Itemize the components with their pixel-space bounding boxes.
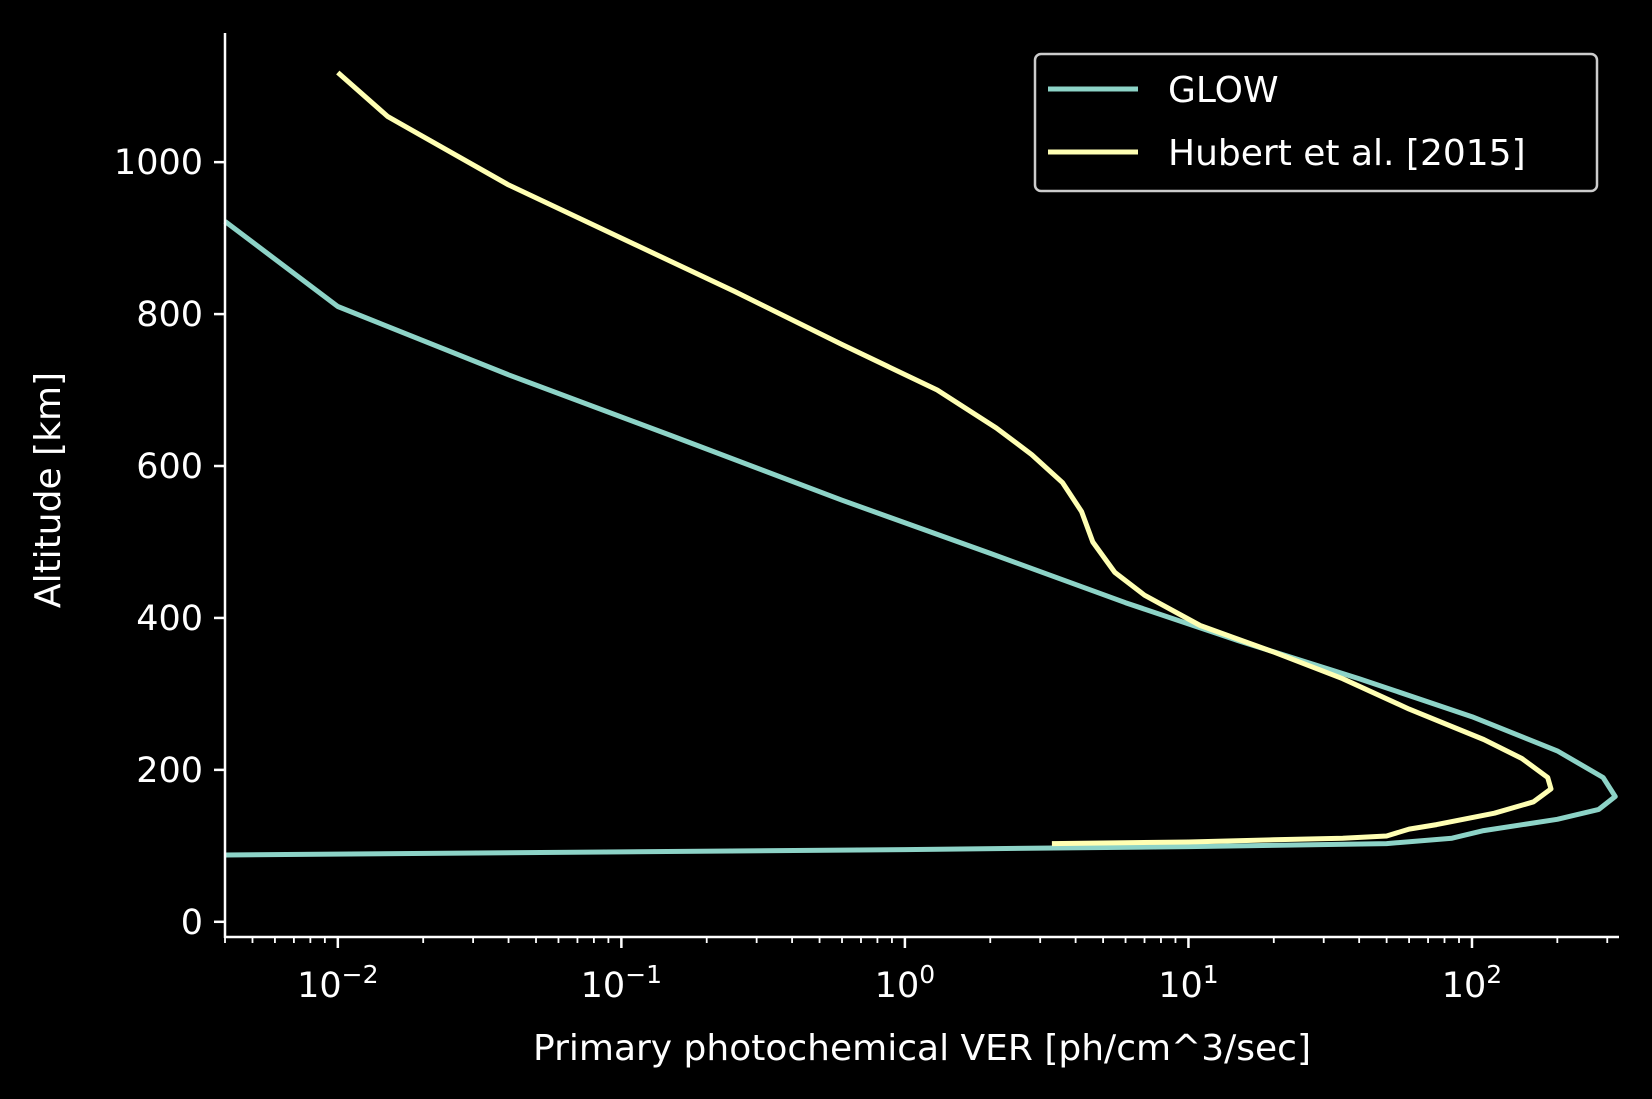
- y-tick-label: 0: [181, 903, 203, 943]
- legend-box: [1033, 52, 1599, 193]
- x-tick-label: 100: [875, 960, 935, 1006]
- legend: GLOW Hubert et al. [2015]: [1033, 52, 1599, 193]
- x-tick-label: 102: [1442, 960, 1502, 1006]
- y-tick-label: 1000: [114, 143, 203, 183]
- y-tick-label: 600: [136, 447, 203, 487]
- y-tick-label: 200: [136, 751, 203, 791]
- legend-label-glow: GLOW: [1168, 70, 1279, 111]
- series-line-1: [336, 70, 1554, 847]
- legend-label-hubert: Hubert et al. [2015]: [1168, 133, 1526, 174]
- y-tick-label: 400: [136, 599, 203, 639]
- y-axis-label: Altitude [km]: [28, 372, 69, 608]
- x-tick-label: 10−1: [581, 960, 662, 1006]
- series-line-0: [223, 219, 1618, 858]
- x-axis-label: Primary photochemical VER [ph/cm^3/sec]: [533, 1028, 1311, 1069]
- x-tick-label: 101: [1158, 960, 1218, 1006]
- x-tick-label: 10−2: [297, 960, 378, 1006]
- ticks-layer: 0 200 400 600 800 1000 10−2 10−1 100 101 102: [114, 143, 1609, 1006]
- y-tick-label: 800: [136, 295, 203, 335]
- series-layer: [223, 70, 1618, 858]
